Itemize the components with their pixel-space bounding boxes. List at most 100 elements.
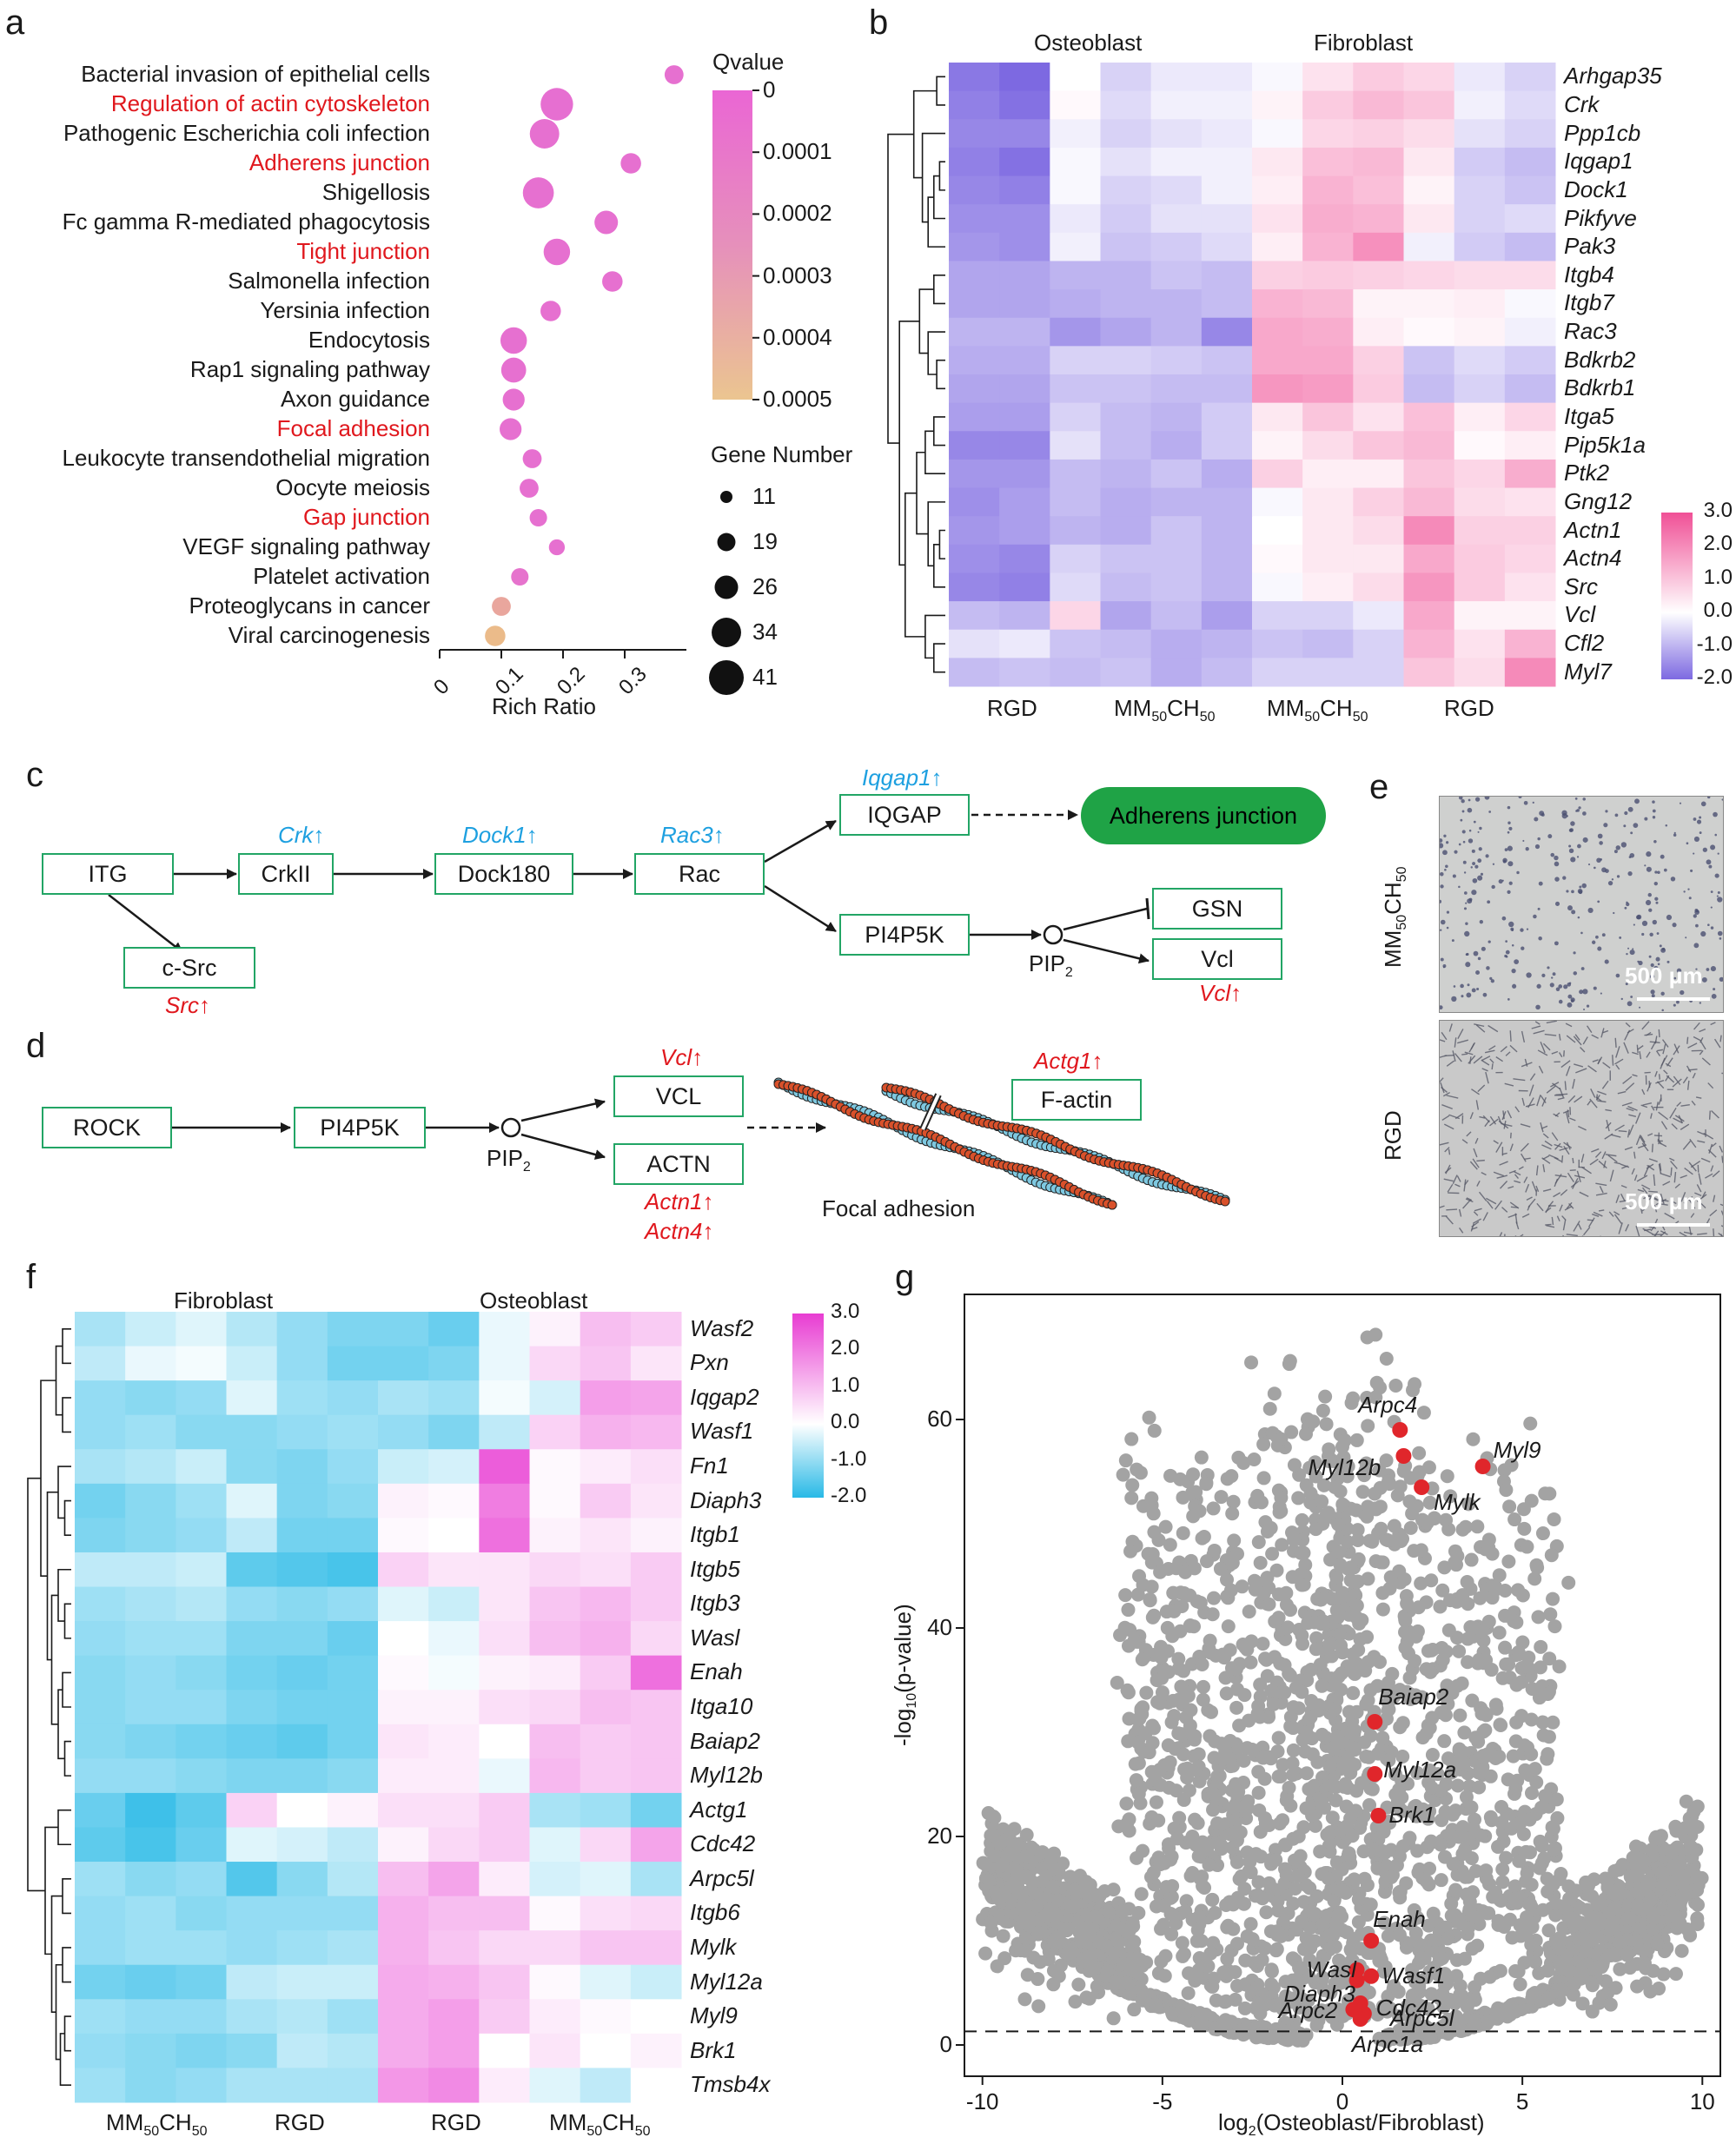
g-point	[1466, 1432, 1481, 1446]
g-point	[1176, 1747, 1191, 1762]
g-point	[1176, 1949, 1190, 1963]
a-dot	[548, 539, 566, 556]
heat-cell	[1454, 544, 1506, 573]
g-point	[1465, 1942, 1480, 1956]
heat-cell	[1201, 402, 1253, 432]
g-point	[1178, 1565, 1193, 1579]
g-point	[1124, 1939, 1139, 1954]
g-point	[1335, 1862, 1349, 1876]
heat-cell	[1504, 544, 1556, 573]
g-point	[1158, 1949, 1173, 1963]
g-point	[1221, 1918, 1236, 1933]
g-point	[1541, 1730, 1556, 1744]
g-point	[1434, 1837, 1448, 1852]
g-point	[1207, 1591, 1222, 1605]
heat-cell	[1353, 459, 1404, 489]
g-point	[1124, 1491, 1139, 1505]
heat-cell	[1150, 459, 1203, 489]
cell-dot	[1502, 859, 1507, 864]
heat-cell	[1353, 629, 1404, 658]
cell-dot	[1508, 881, 1513, 885]
heat-cell	[1504, 459, 1556, 489]
heat-cell	[1454, 601, 1506, 631]
g-point	[1650, 1937, 1665, 1952]
gene-actn1: Actn1↑	[645, 1188, 714, 1214]
heat-cell	[1050, 232, 1101, 261]
heat-cell	[1454, 261, 1506, 290]
heat-cell	[949, 119, 1000, 149]
cell-dot	[1613, 911, 1615, 915]
heat-cell	[1050, 459, 1101, 489]
heat-cell	[1353, 317, 1404, 347]
heat-cell	[949, 147, 1000, 177]
cell-dot	[1650, 963, 1654, 968]
heat-cell	[1504, 289, 1556, 319]
a-dot	[529, 508, 547, 527]
cell-dot	[1616, 875, 1620, 878]
b-colorbar	[1661, 513, 1693, 679]
heat-cell	[999, 487, 1050, 517]
panel-b-label: b	[869, 3, 889, 42]
heat-cell	[1201, 317, 1253, 347]
g-point	[1547, 1512, 1561, 1526]
g-point	[1666, 1860, 1681, 1875]
g-point	[1295, 1732, 1310, 1747]
heat-cell	[1150, 629, 1203, 658]
cell-dot	[1567, 905, 1573, 911]
a-dot	[594, 210, 619, 235]
a-dot	[664, 65, 684, 84]
g-point	[1169, 1783, 1183, 1798]
cell-dot	[1627, 870, 1633, 877]
g-point	[1448, 1883, 1463, 1897]
g-point	[1567, 1976, 1581, 1991]
cell-dot	[1498, 879, 1503, 884]
box-iqgap: IQGAP	[839, 794, 970, 836]
g-point	[1466, 1620, 1481, 1635]
g-point	[1426, 1906, 1441, 1921]
g-point	[1293, 1849, 1308, 1863]
heat-cell	[1252, 204, 1303, 234]
heat-cell	[1252, 658, 1303, 687]
g-point	[1363, 1728, 1378, 1743]
heat-cell	[1302, 516, 1354, 546]
g-point	[1355, 1776, 1369, 1790]
g-point	[1315, 1727, 1329, 1742]
g-point	[1275, 1538, 1289, 1552]
g-point	[1253, 1556, 1268, 1571]
g-point	[1408, 1653, 1422, 1668]
g-point	[1253, 1889, 1268, 1904]
g-point	[1349, 1574, 1364, 1589]
cell-dot	[1644, 817, 1648, 821]
cell-dot	[1463, 871, 1467, 874]
g-point	[1121, 1685, 1136, 1700]
cell-dot	[1551, 976, 1554, 979]
g-point	[1125, 1916, 1140, 1930]
heat-cell	[1403, 119, 1455, 149]
g-point	[996, 1929, 1010, 1943]
heat-cell	[1050, 204, 1101, 234]
cell-dot	[1632, 948, 1634, 950]
heat-cell	[1252, 487, 1303, 517]
g-point	[1375, 1730, 1390, 1745]
g-point	[1157, 1969, 1172, 1983]
g-point	[1506, 1749, 1521, 1764]
g-point	[1214, 1490, 1229, 1505]
g-point	[1154, 1639, 1169, 1654]
cell-dot	[1717, 891, 1720, 895]
heat-cell	[999, 516, 1050, 546]
size-legend-dot	[712, 618, 741, 647]
cell-dot	[1706, 859, 1712, 865]
g-point	[1165, 2006, 1180, 2021]
heat-cell	[1302, 261, 1354, 290]
g-point	[999, 1832, 1014, 1847]
g-point	[1492, 1625, 1507, 1640]
g-point	[1630, 1956, 1645, 1971]
g-point	[986, 1810, 1001, 1824]
arrow-pip2-vcl-d	[520, 1098, 606, 1122]
g-point	[1453, 1708, 1468, 1723]
cell-dot	[1579, 885, 1582, 889]
heat-cell	[1150, 289, 1203, 319]
g-point	[1205, 1607, 1220, 1622]
cell-dot	[1554, 861, 1560, 867]
